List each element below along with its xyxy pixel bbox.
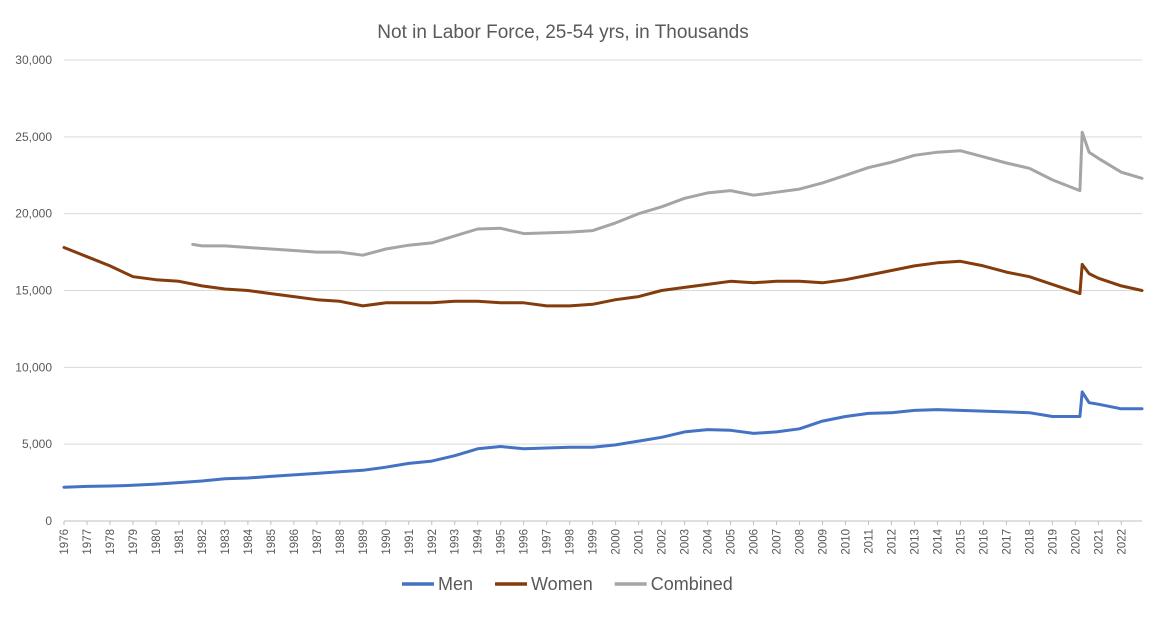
x-tick-label: 2021 <box>1093 529 1105 555</box>
y-axis-ticks: 0 5,000 10,000 15,000 20,000 25,000 30,000 <box>15 53 52 528</box>
x-tick-label: 2003 <box>680 529 692 555</box>
x-tick-label: 1983 <box>220 529 232 555</box>
x-tick-label: 2004 <box>703 528 715 554</box>
x-tick-label: 2002 <box>657 529 669 555</box>
series-line-women <box>62 246 1144 308</box>
x-tick-label: 2005 <box>726 529 738 555</box>
x-tick-label: 2016 <box>978 529 990 555</box>
x-tick-label: 2013 <box>909 529 921 555</box>
x-tick-label: 1980 <box>151 529 163 555</box>
x-tick-label: 2018 <box>1024 529 1036 555</box>
x-tick-label: 2009 <box>818 529 830 555</box>
x-tick-label: 1977 <box>82 529 94 555</box>
series-line-men <box>62 390 1144 489</box>
x-tick-label: 1978 <box>105 529 117 555</box>
y-tick-label: 30,000 <box>15 53 52 67</box>
x-tick-label: 1991 <box>404 529 416 555</box>
x-tick-label: 2007 <box>772 529 784 555</box>
x-tick-label: 1982 <box>197 529 209 555</box>
x-tick-label: 2010 <box>840 529 852 555</box>
y-tick-label: 25,000 <box>15 130 52 144</box>
x-tick-label: 2006 <box>749 529 761 555</box>
x-tick-label: 1990 <box>381 529 393 555</box>
x-tick-label: 2022 <box>1116 529 1128 555</box>
x-tick-label: 2015 <box>955 529 967 555</box>
x-tick-label: 2011 <box>863 529 875 554</box>
x-tick-label: 1993 <box>450 529 462 555</box>
x-tick-label: 1995 <box>496 529 508 555</box>
series-line-combined <box>191 130 1144 257</box>
x-tick-label: 1976 <box>59 529 71 555</box>
x-tick-label: 1992 <box>427 529 439 555</box>
series-lines <box>62 130 1144 489</box>
legend-label: Combined <box>651 574 733 594</box>
x-tick-label: 2000 <box>611 529 623 555</box>
x-tick-label: 1997 <box>542 529 554 555</box>
x-axis-ticks: 1976 1977 1978 1979 1980 1981 1982 1983 1984 1985… <box>59 521 1128 555</box>
x-tick-label: 1984 <box>243 528 255 554</box>
y-tick-label: 20,000 <box>15 207 52 221</box>
x-tick-label: 2012 <box>886 529 898 555</box>
x-tick-label: 2001 <box>634 529 646 555</box>
x-tick-label: 1985 <box>266 529 278 555</box>
y-tick-label: 0 <box>45 514 52 528</box>
x-tick-label: 1989 <box>358 529 370 555</box>
chart-title: Not in Labor Force, 25-54 yrs, in Thousa… <box>377 22 748 43</box>
legend: Men Women Combined <box>402 574 733 594</box>
x-tick-label: 1981 <box>174 529 186 555</box>
x-tick-label: 2017 <box>1001 529 1013 555</box>
x-tick-label: 1998 <box>565 529 577 555</box>
y-tick-label: 5,000 <box>22 437 52 451</box>
legend-label: Men <box>438 574 473 594</box>
x-tick-label: 1988 <box>335 529 347 555</box>
legend-label: Women <box>531 574 593 594</box>
x-tick-label: 2019 <box>1047 529 1059 555</box>
y-tick-label: 15,000 <box>15 284 52 298</box>
y-tick-label: 10,000 <box>15 360 52 374</box>
x-tick-label: 1999 <box>588 529 600 555</box>
x-tick-label: 2020 <box>1070 529 1082 555</box>
x-tick-label: 1994 <box>473 528 485 554</box>
x-tick-label: 1979 <box>128 529 140 555</box>
x-tick-label: 1996 <box>519 529 531 555</box>
x-tick-label: 1987 <box>312 529 324 555</box>
x-tick-label: 1986 <box>289 529 301 555</box>
x-tick-label: 2014 <box>932 528 944 554</box>
x-tick-label: 2008 <box>795 529 807 555</box>
